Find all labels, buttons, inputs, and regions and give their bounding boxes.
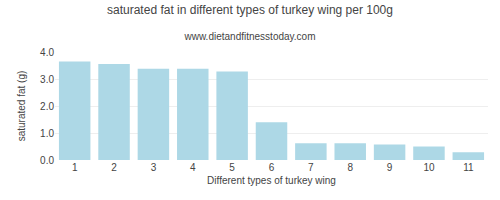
svg-text:1: 1 (72, 162, 78, 173)
svg-text:3: 3 (151, 162, 157, 173)
svg-text:6: 6 (269, 162, 275, 173)
svg-text:saturated fat in different typ: saturated fat in different types of turk… (107, 3, 393, 17)
svg-text:5: 5 (229, 162, 235, 173)
svg-text:10: 10 (423, 162, 435, 173)
svg-text:4.0: 4.0 (40, 47, 54, 58)
svg-text:3.0: 3.0 (40, 74, 54, 85)
svg-text:1.0: 1.0 (40, 128, 54, 139)
svg-text:www.dietandfitnesstoday.com: www.dietandfitnesstoday.com (184, 31, 316, 42)
svg-text:4: 4 (190, 162, 196, 173)
svg-text:9: 9 (387, 162, 393, 173)
svg-text:8: 8 (347, 162, 353, 173)
svg-text:0.0: 0.0 (40, 155, 54, 166)
svg-text:7: 7 (308, 162, 314, 173)
svg-text:Different types of turkey wing: Different types of turkey wing (207, 175, 336, 186)
svg-text:2: 2 (111, 162, 117, 173)
svg-text:saturated fat (g): saturated fat (g) (16, 71, 27, 142)
svg-text:11: 11 (463, 162, 474, 173)
svg-text:2.0: 2.0 (40, 101, 54, 112)
